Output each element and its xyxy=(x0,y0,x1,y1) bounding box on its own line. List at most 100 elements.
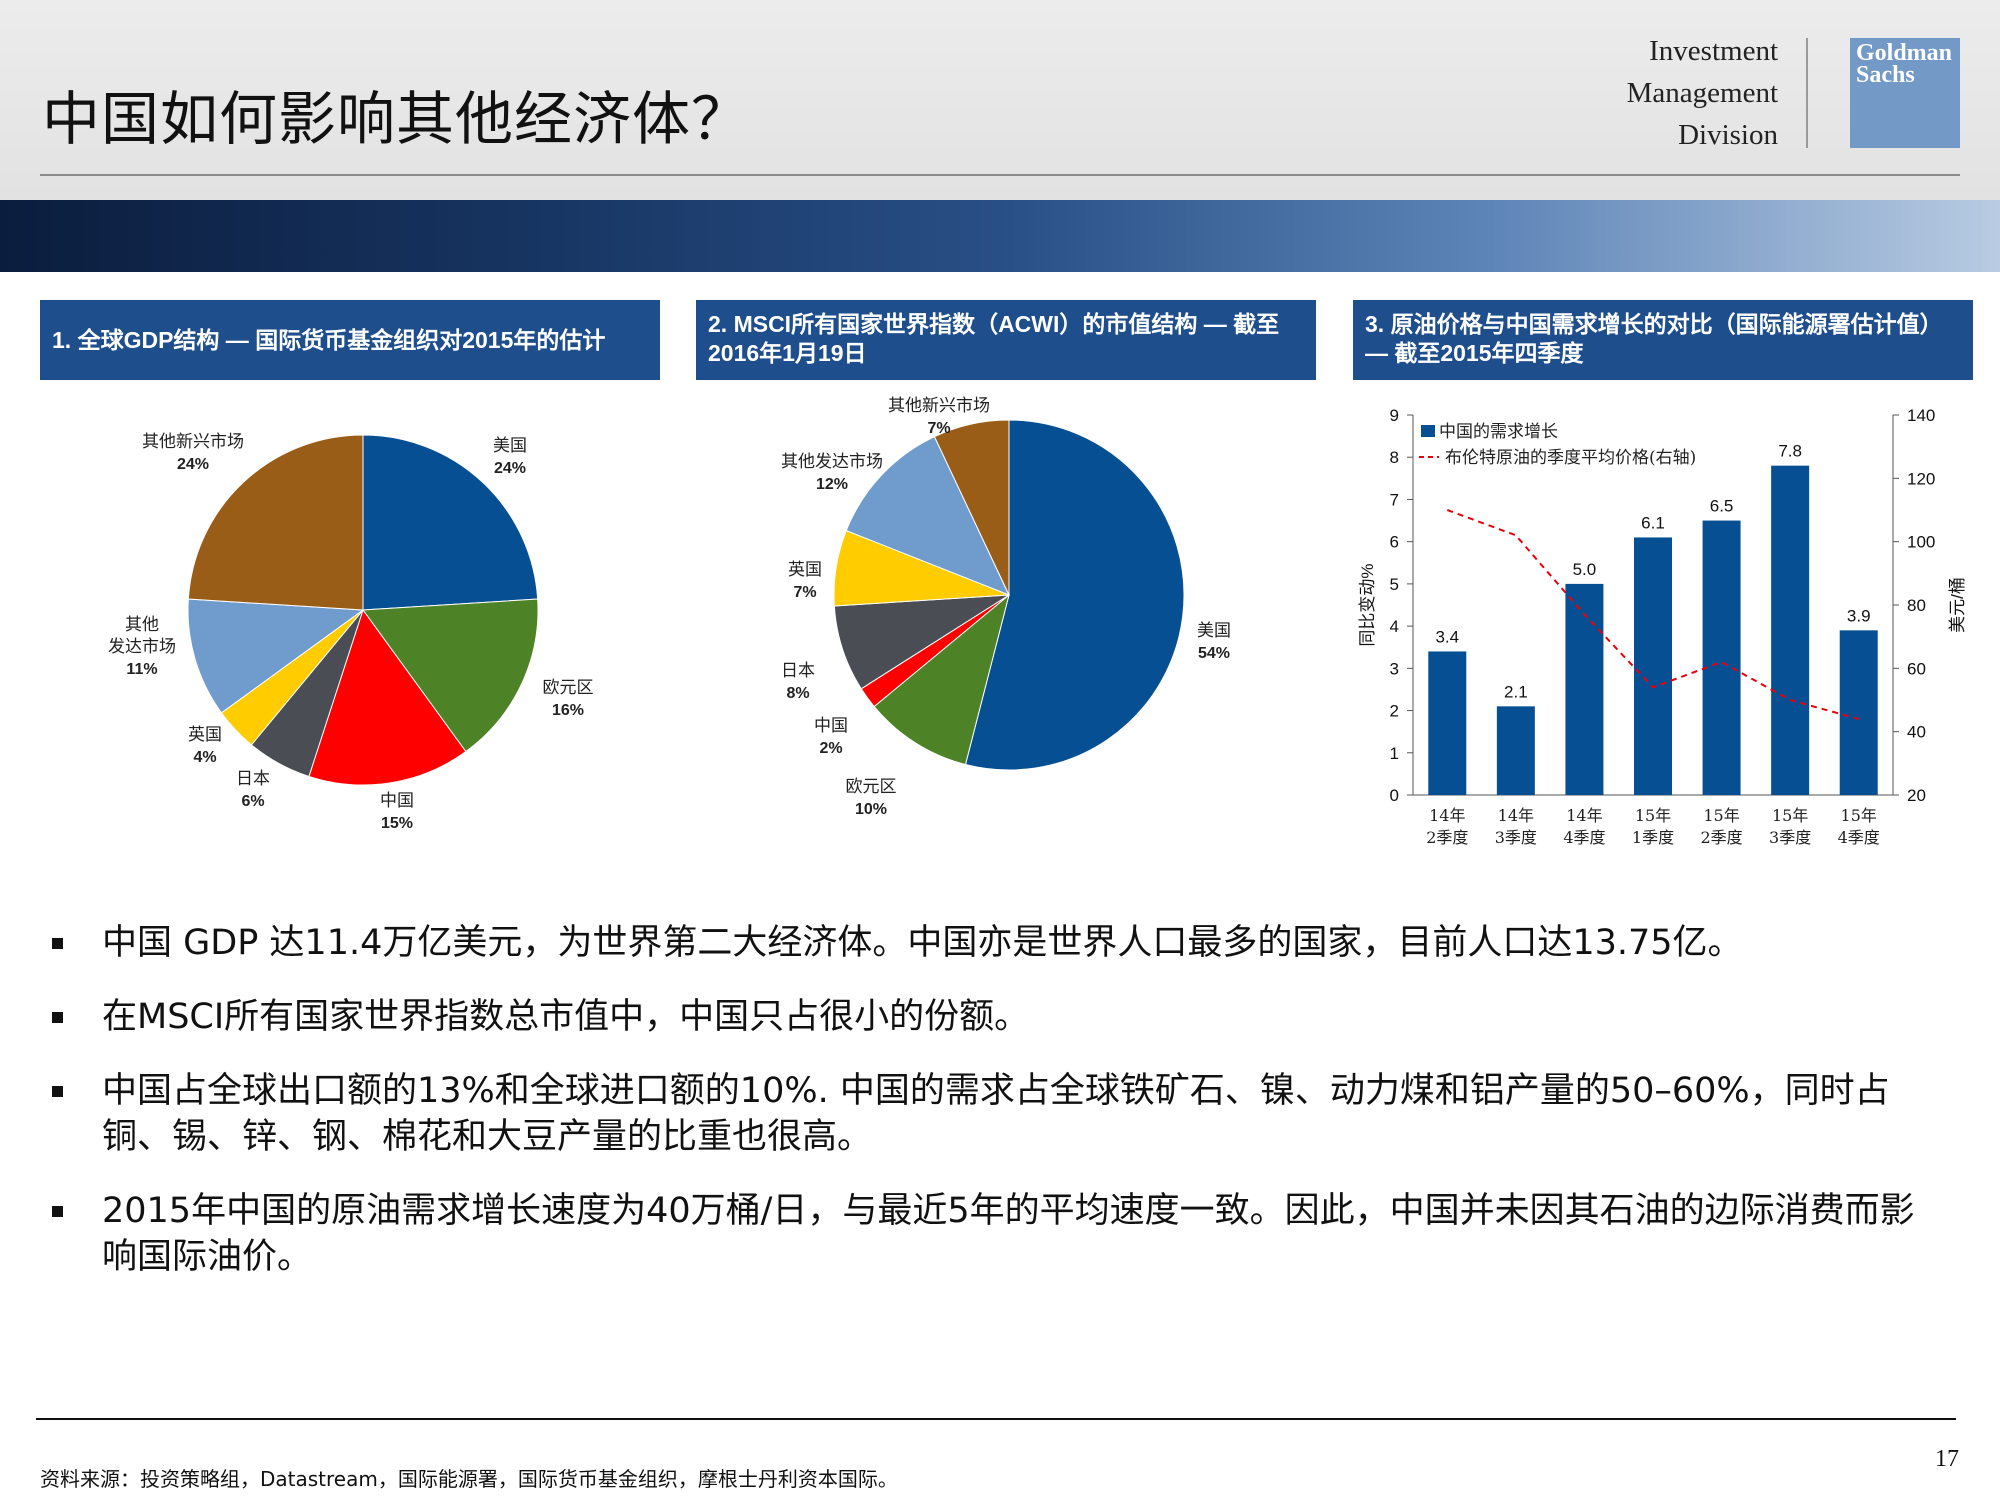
pie-slice xyxy=(933,419,1010,596)
slice-label: 日本 xyxy=(781,661,815,681)
source-note: 资料来源：投资策略组，Datastream，国际能源署，国际货币基金组织，摩根士… xyxy=(40,1467,898,1491)
y-tick-label: 0 xyxy=(1390,786,1399,805)
bullet-marker xyxy=(52,1012,63,1023)
footer-rule xyxy=(36,1418,1956,1420)
division-line-1: Investment xyxy=(1649,35,1778,67)
logo-line-1: Goldman xyxy=(1856,40,1953,66)
y-axis-title: 同比变动% xyxy=(1358,563,1377,646)
y-tick-label: 2 xyxy=(1390,702,1399,721)
bar xyxy=(1839,630,1878,795)
x-tick-label: 14年 4季度 xyxy=(1563,806,1605,847)
y-tick-label: 7 xyxy=(1390,490,1399,509)
bullet-text: 2015年中国的原油需求增长速度为40万桶/日，与最近5年的平均速度一致。因此，… xyxy=(102,1191,1915,1277)
pie-slice xyxy=(308,608,467,786)
oil-demand-chart: 0 1 2 3 4 5 6 7 8 9 20 40 60 80 100 120 140 同比变动% 美元/桶 3.4 1… xyxy=(1358,406,1967,847)
x-tick-label: 14年 2季度 xyxy=(1426,806,1468,847)
bar xyxy=(1565,583,1604,795)
y-tick-label: 6 xyxy=(1390,533,1399,552)
bullet-item: 中国占全球出口额的13%和全球进口额的10%. 中国的需求占全球铁矿石、镍、动力… xyxy=(42,1068,1942,1160)
pie-slice xyxy=(362,434,539,611)
x-tick-label: 14年 3季度 xyxy=(1495,806,1537,847)
slice-value: 7% xyxy=(927,420,950,437)
slice-value: 11% xyxy=(126,661,157,678)
slice-value: 8% xyxy=(786,685,809,702)
slice-value: 12% xyxy=(816,476,848,493)
y-tick-label: 3 xyxy=(1390,659,1399,678)
slice-label: 英国 xyxy=(188,725,222,745)
bar-value-label: 2.1 xyxy=(1504,682,1528,701)
y2-axis-title: 美元/桶 xyxy=(1948,577,1967,633)
bullet-marker xyxy=(52,938,63,949)
bar-value-label: 3.4 xyxy=(1435,627,1459,646)
panel-3-heading: 3. 原油价格与中国需求增长的对比（国际能源署估计值） — 截至2015年四季度 xyxy=(1353,300,1973,380)
bar-value-label: 7.8 xyxy=(1778,442,1802,461)
slice-label: 欧元区 xyxy=(846,777,897,797)
panel-2-heading: 2. MSCI所有国家世界指数（ACWI）的市值结构 — 截至2016年1月19… xyxy=(696,300,1316,380)
x-tick-label: 15年 2季度 xyxy=(1700,806,1742,847)
gradient-band xyxy=(0,200,2000,272)
msci-pie-chart: 美国 54% 欧元区 10% 中国 2% 日本 8% 英国 7% 其他发达市场 12% 其他新兴市场 7% xyxy=(781,396,1231,818)
pie-slice xyxy=(187,434,364,611)
slice-value: 10% xyxy=(855,801,887,818)
slice-label: 英国 xyxy=(788,560,822,580)
slide-header: 中国如何影响其他经济体？ Investment Management Divis… xyxy=(0,0,2000,200)
slice-value: 7% xyxy=(793,584,816,601)
bullet-marker xyxy=(52,1206,63,1217)
bar-value-label: 3.9 xyxy=(1847,606,1871,625)
x-tick-label: 15年 3季度 xyxy=(1769,806,1811,847)
y-tick-label: 5 xyxy=(1390,575,1399,594)
slice-label: 其他发达市场 xyxy=(781,452,883,472)
bar xyxy=(1634,537,1672,795)
legend-label-bar: 中国的需求增长 xyxy=(1439,422,1558,442)
y2-tick-label: 40 xyxy=(1907,723,1926,742)
slide-title: 中国如何影响其他经济体？ xyxy=(42,85,751,153)
panel-1-heading: 1. 全球GDP结构 — 国际货币基金组织对2015年的估计 xyxy=(40,300,660,380)
bar-value-label: 6.5 xyxy=(1710,497,1734,516)
slice-label: 其他新兴市场 xyxy=(142,432,244,452)
y-tick-label: 4 xyxy=(1390,617,1399,636)
pie-slice xyxy=(187,598,365,714)
bullet-text: 在MSCI所有国家世界指数总市值中，中国只占很小的份额。 xyxy=(102,997,1030,1037)
slice-label: 中国 xyxy=(380,791,414,811)
pie-slice xyxy=(845,435,1010,596)
bullet-text: 中国 GDP 达11.4万亿美元，为世界第二大经济体。中国亦是世界人口最多的国家… xyxy=(102,923,1743,963)
slice-label: 欧元区 xyxy=(543,678,594,698)
goldman-sachs-logo: Goldman Sachs xyxy=(1850,38,1960,148)
bullet-item: 中国 GDP 达11.4万亿美元，为世界第二大经济体。中国亦是世界人口最多的国家… xyxy=(42,920,1942,966)
page-number: 17 xyxy=(1935,1446,1959,1472)
division-line-2: Management xyxy=(1626,77,1778,109)
legend-label-line: 布伦特原油的季度平均价格(右轴) xyxy=(1445,448,1696,468)
y2-tick-label: 20 xyxy=(1907,786,1926,805)
bullet-list: 中国 GDP 达11.4万亿美元，为世界第二大经济体。中国亦是世界人口最多的国家… xyxy=(42,920,1942,1308)
slice-value: 2% xyxy=(819,740,842,757)
bullet-item: 2015年中国的原油需求增长速度为40万桶/日，与最近5年的平均速度一致。因此，… xyxy=(42,1188,1942,1280)
slice-label: 中国 xyxy=(814,716,848,736)
bullet-marker xyxy=(52,1086,63,1097)
division-name: Investment Management Division xyxy=(1627,30,1778,156)
slice-value: 15% xyxy=(381,815,413,832)
bar xyxy=(1702,520,1741,795)
y-tick-label: 9 xyxy=(1390,406,1399,425)
slice-value: 4% xyxy=(193,749,216,766)
header-rule xyxy=(40,174,1960,176)
slice-label: 其他发达市场 xyxy=(108,615,176,657)
pie-slice xyxy=(964,419,1185,771)
y2-tick-label: 100 xyxy=(1907,533,1935,552)
gdp-pie-chart: 美国 24% 欧元区 16% 中国 15% 日本 6% 英国 4% 其他发达市场 11% 其他新兴市场 2… xyxy=(108,432,594,832)
bullet-text: 中国占全球出口额的13%和全球进口额的10%. 中国的需求占全球铁矿石、镍、动力… xyxy=(102,1071,1890,1157)
bar xyxy=(1771,465,1810,795)
pie-slice xyxy=(873,593,1010,766)
slice-value: 54% xyxy=(1198,645,1230,662)
y-tick-label: 8 xyxy=(1390,448,1399,467)
legend-swatch-bar xyxy=(1421,425,1435,437)
y2-tick-label: 80 xyxy=(1907,596,1926,615)
slice-label: 美国 xyxy=(493,436,527,456)
slice-value: 16% xyxy=(552,702,584,719)
bar xyxy=(1496,706,1535,795)
bar-value-label: 6.1 xyxy=(1641,513,1665,532)
logo-text: Goldman Sachs xyxy=(1856,40,1953,87)
division-line-3: Division xyxy=(1678,119,1778,151)
header-divider xyxy=(1806,38,1808,148)
y2-tick-label: 60 xyxy=(1907,659,1926,678)
slice-value: 24% xyxy=(177,456,209,473)
